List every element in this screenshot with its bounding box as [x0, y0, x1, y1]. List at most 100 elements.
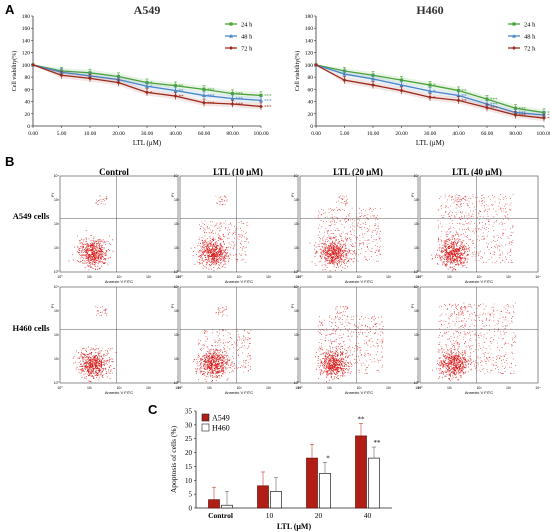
- flow-x-axis-label: Annexin V FITC: [465, 279, 493, 284]
- significance-marker: ***: [490, 103, 498, 108]
- significance-marker: **: [462, 99, 468, 104]
- viability-chart-h460: H460 0 20 40 60 80 100 120 140 160 180 0.00 5.00 10.0…: [294, 3, 550, 147]
- significance-marker: **: [179, 85, 185, 90]
- y-tick-label: 0: [189, 505, 193, 513]
- data-point: [399, 83, 404, 87]
- x-tick-label: 10.00: [84, 131, 97, 137]
- data-point: [428, 83, 432, 87]
- data-point: [230, 92, 235, 96]
- flow-x-tick-label: 10²: [116, 386, 122, 390]
- data-point: [456, 88, 461, 93]
- data-point: [173, 84, 178, 88]
- flow-col-header-control: Control: [99, 167, 129, 177]
- flow-y-tick-label: 10⁰: [174, 270, 180, 274]
- flow-x-axis-label: Annexin V FITC: [105, 279, 133, 284]
- data-point: [428, 95, 432, 100]
- flow-x-axis-label: Annexin V FITC: [345, 279, 373, 284]
- x-tick-label: 10.00: [367, 131, 380, 137]
- flow-x-tick-label: 10⁴: [175, 275, 181, 279]
- flow-y-axis-label: PI: [170, 304, 175, 308]
- data-point: [145, 90, 149, 95]
- significance-marker: **: [462, 94, 468, 99]
- data-point: [371, 83, 375, 88]
- bar-a549: [306, 457, 318, 509]
- legend-marker: [512, 22, 516, 26]
- flow-y-axis-label: PI: [290, 304, 295, 308]
- flow-x-tick-label: 10²: [116, 275, 122, 279]
- significance-marker: ***: [264, 99, 272, 104]
- flow-x-tick-label: 10⁰: [297, 275, 303, 279]
- flow-y-tick-label: 10¹: [54, 357, 60, 361]
- apoptosis-bar-chart: 0 5 10 15 20 25 30 35 Apoptosis of cells (%) Cont…: [169, 408, 392, 531]
- flow-dots: [193, 306, 252, 382]
- significance-marker: ***: [490, 98, 498, 103]
- flow-y-tick-label: 10⁴: [294, 174, 300, 178]
- x-tick-label: 100.00: [253, 131, 268, 137]
- flow-x-tick-label: 10¹: [87, 386, 93, 390]
- flow-y-tick-label: 10³: [54, 309, 60, 313]
- data-point: [485, 105, 489, 110]
- y-tick-label: 60: [308, 87, 314, 93]
- x-axis-label: LTL (μM): [133, 139, 162, 147]
- significance-marker: *: [433, 84, 436, 89]
- x-tick-label: 30.00: [141, 131, 154, 137]
- flow-y-axis-label: PI: [410, 193, 415, 197]
- flow-x-tick-label: 10¹: [447, 386, 453, 390]
- flow-plot-frame: [419, 175, 539, 273]
- legend-label: A549: [212, 414, 230, 423]
- data-point: [230, 96, 235, 101]
- flow-y-tick-label: 10³: [294, 309, 300, 313]
- y-tick-label: 180: [305, 14, 314, 20]
- flow-y-tick-label: 10⁴: [54, 285, 60, 289]
- legend-label: 48 h: [241, 34, 253, 41]
- flow-y-tick-label: 10³: [174, 198, 180, 202]
- flow-y-tick-label: 10⁰: [54, 270, 60, 274]
- flow-dots: [309, 195, 382, 272]
- x-tick-label: 100.00: [536, 131, 550, 137]
- significance-marker: ***: [264, 94, 272, 99]
- flow-dots: [68, 195, 114, 271]
- flow-y-tick-label: 10³: [414, 198, 420, 202]
- flow-y-axis-label: PI: [170, 193, 175, 197]
- legend-label: 24 h: [241, 22, 253, 29]
- data-point: [116, 80, 121, 85]
- significance-marker: **: [179, 95, 185, 100]
- significance-marker: ***: [236, 103, 244, 108]
- flow-x-axis-label: Annexin V FITC: [105, 390, 133, 395]
- y-tick-label: 100: [22, 63, 31, 69]
- significance-marker: ***: [519, 112, 527, 117]
- flow-x-tick-label: 10⁴: [175, 386, 181, 390]
- flow-x-tick-label: 10²: [356, 386, 362, 390]
- bar-significance-marker: **: [358, 415, 366, 423]
- flow-x-tick-label: 10¹: [327, 275, 333, 279]
- flow-x-tick-label: 10⁰: [57, 275, 63, 279]
- legend-marker: [512, 34, 516, 38]
- data-point: [202, 100, 206, 105]
- y-tick-label: 160: [305, 26, 314, 32]
- flow-plot-frame: [59, 175, 179, 273]
- flow-y-axis-label: PI: [50, 193, 55, 197]
- panel-letter-c: C: [148, 402, 158, 417]
- x-tick-label: 20.00: [395, 131, 408, 137]
- flow-y-tick-label: 10⁰: [294, 270, 300, 274]
- legend-label: H460: [212, 424, 230, 433]
- flow-y-tick-label: 10²: [54, 222, 60, 226]
- flow-x-tick-label: 10³: [506, 386, 512, 390]
- flow-plot-frame: [179, 175, 299, 273]
- significance-marker: ***: [207, 94, 215, 99]
- flow-x-tick-label: 10¹: [447, 275, 453, 279]
- x-tick-label: 30.00: [424, 131, 437, 137]
- flow-y-tick-label: 10⁰: [54, 381, 60, 385]
- flow-x-tick-label: 10⁰: [57, 386, 63, 390]
- flow-y-tick-label: 10²: [294, 222, 300, 226]
- flow-x-tick-label: 10¹: [207, 275, 213, 279]
- panel-letter-b: B: [5, 154, 14, 169]
- data-point: [202, 87, 206, 91]
- bar-a549: [208, 499, 220, 509]
- bar-a549: [355, 435, 367, 509]
